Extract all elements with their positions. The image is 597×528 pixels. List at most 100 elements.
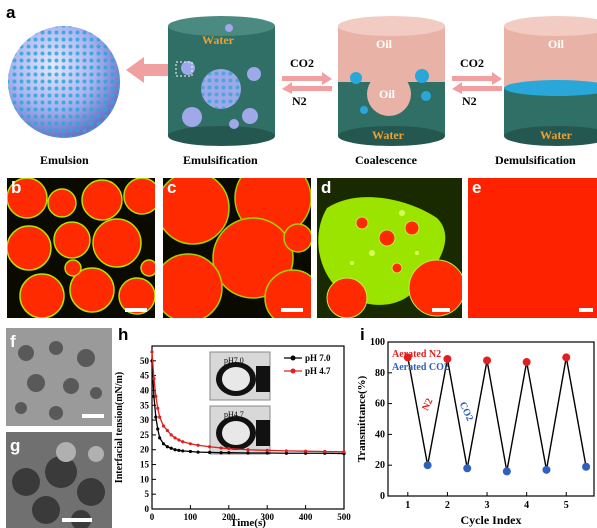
y-tick-label: 30: [140, 415, 150, 425]
data-point: [265, 451, 269, 455]
x-tick-label: 5: [564, 500, 569, 511]
data-point-n2: [403, 353, 412, 362]
series-line: [407, 357, 587, 472]
y-tick-label: 10: [140, 474, 150, 484]
demulsification-cylinder: [504, 16, 597, 146]
data-point: [246, 451, 250, 455]
coalescence-cylinder: [338, 16, 445, 146]
n2-label-1: N2: [292, 94, 307, 108]
legend-label-1: pH 4.7: [305, 366, 331, 376]
data-point-n2: [562, 353, 571, 362]
data-point: [188, 442, 192, 446]
micrograph-e: e: [468, 178, 597, 318]
data-point: [196, 443, 200, 447]
data-point: [304, 449, 308, 453]
panel-label-i: i: [360, 325, 365, 344]
scale-bar-c: [281, 308, 303, 312]
panel-label-f: f: [10, 332, 16, 351]
x-tick-label: 200: [222, 512, 236, 522]
tem-image-g: g: [6, 432, 112, 528]
y-axis-label: Transmittance(%): [356, 375, 368, 462]
data-point: [177, 448, 181, 452]
data-point-co2: [582, 462, 591, 471]
data-point: [181, 440, 185, 444]
water-label-2: Water: [372, 128, 404, 142]
data-point: [150, 350, 154, 354]
scale-bar-f: [82, 414, 104, 418]
interfacial-tension-chart: 0 100 200 300 400 500 0 5 10 15 20 25 30 35 40 45 50 Time…: [114, 345, 351, 528]
data-point: [158, 436, 162, 440]
data-point: [323, 449, 327, 454]
x-tick-label: 2: [445, 500, 450, 511]
panel-label-e: e: [472, 178, 482, 197]
data-point: [342, 450, 346, 454]
data-point: [219, 451, 223, 455]
y-tick-label: 50: [140, 356, 150, 366]
y-tick-label: 25: [140, 430, 150, 440]
data-point: [156, 427, 160, 431]
tem-image-f: f: [6, 328, 112, 426]
plot-frame: [387, 341, 595, 497]
co2-n2-arrows-2: [452, 72, 502, 94]
inset-ph70-needle: [256, 366, 270, 392]
micrograph-b: b: [7, 178, 155, 318]
series-line-1: [151, 351, 345, 453]
transmittance-chart: 1 2 3 4 5 0 20 40 60 80 100 Cycle Index Transmittanc…: [356, 337, 595, 527]
x-tick-label: 4: [524, 500, 529, 511]
plot-frame: [151, 345, 345, 510]
data-point: [154, 394, 158, 398]
y-tick-label: 0: [380, 491, 385, 502]
data-point-n2: [483, 356, 492, 365]
y-tick-label: 0: [145, 504, 150, 514]
data-point: [265, 448, 269, 452]
data-point: [284, 449, 288, 453]
emulsion-sphere: [8, 26, 120, 138]
x-axis-label: Cycle Index: [461, 513, 522, 527]
data-point-co2: [542, 465, 551, 474]
oil-label-3: Oil: [548, 37, 565, 51]
y-tick-label: 5: [145, 489, 150, 499]
y-axis-label: Interfacial tension(mN/m): [114, 372, 125, 483]
legend-label-0: Aerated N2: [392, 349, 441, 360]
data-point: [156, 406, 160, 410]
inset-ph70-label: pH7.0: [224, 356, 244, 365]
legend-marker-1: [290, 368, 296, 374]
data-point: [208, 445, 212, 449]
data-point: [181, 449, 185, 453]
panel-label-a: a: [6, 3, 16, 22]
data-point: [173, 448, 177, 452]
data-point-co2: [502, 467, 511, 476]
micrograph-c: c: [163, 178, 311, 318]
inset-ph47-label: pH4.7: [224, 410, 244, 419]
legend-label-1: Aerated CO2: [392, 362, 449, 373]
inset-ph47-needle: [256, 420, 270, 446]
annotation-n2: N2: [420, 397, 435, 413]
y-tick-label: 100: [370, 337, 385, 348]
caption-demulsification: Demulsification: [495, 153, 576, 167]
data-point: [177, 438, 181, 442]
panel-label-g: g: [10, 436, 21, 455]
x-tick-label: 400: [299, 512, 313, 522]
n2-label-2: N2: [462, 94, 477, 108]
panel-a: a Water: [0, 0, 597, 172]
data-point: [158, 415, 162, 419]
data-point: [154, 415, 158, 419]
data-point: [161, 424, 166, 428]
co2-n2-arrows-1: [282, 72, 332, 94]
x-tick-label: 500: [337, 512, 351, 522]
data-point: [169, 433, 173, 437]
annotation-co2: CO2: [457, 400, 475, 423]
y-tick-label: 40: [375, 429, 385, 440]
data-point: [161, 442, 166, 446]
data-point: [219, 446, 223, 450]
data-point: [188, 449, 192, 454]
x-axis-label: Time(s): [230, 517, 266, 528]
caption-emulsification: Emulsification: [183, 153, 258, 167]
y-tick-label: 80: [375, 368, 385, 379]
data-point-n2: [443, 354, 452, 363]
data-point: [284, 451, 288, 455]
data-point-co2: [423, 461, 432, 470]
data-point: [173, 436, 177, 440]
data-point: [227, 446, 231, 451]
panel-label-c: c: [167, 178, 177, 197]
